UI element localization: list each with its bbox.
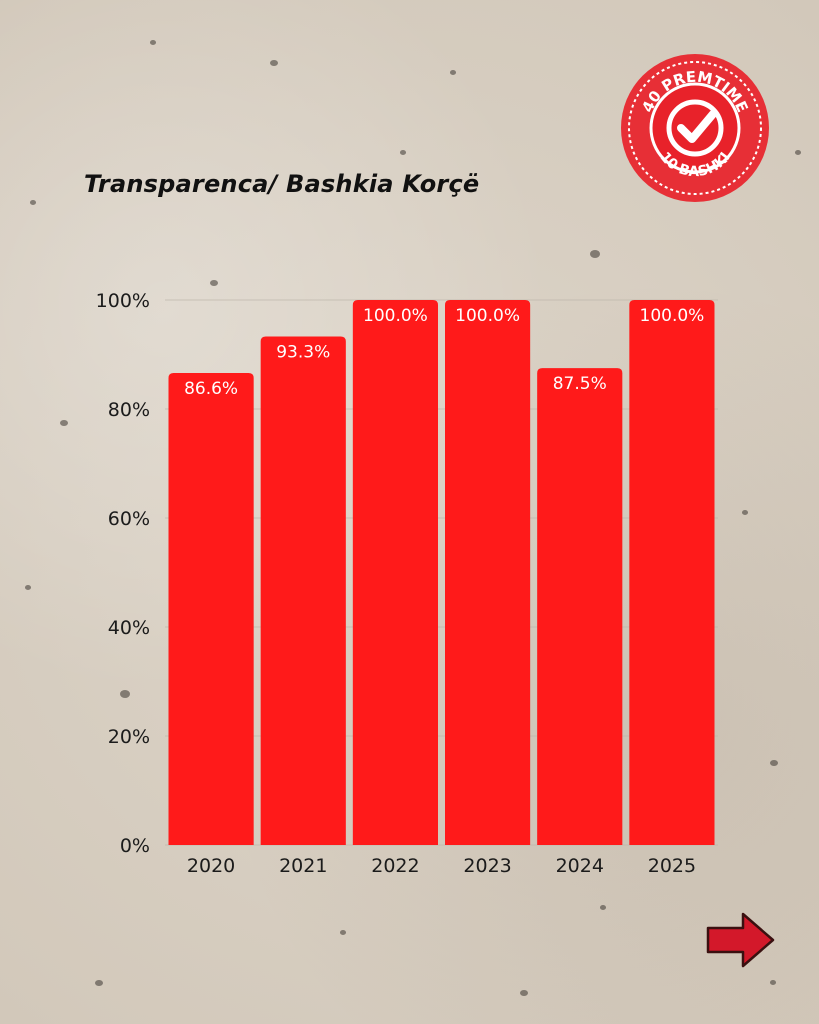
data-label: 86.6%: [184, 379, 238, 399]
data-label: 93.3%: [276, 343, 330, 363]
x-tick-label: 2023: [463, 855, 511, 877]
y-tick-label: 40%: [108, 617, 150, 639]
y-tick-label: 20%: [108, 726, 150, 748]
texture-speck: [340, 930, 346, 935]
texture-speck: [770, 980, 776, 985]
x-tick-label: 2025: [648, 855, 696, 877]
x-tick-label: 2022: [371, 855, 419, 877]
chart-title: Transparenca/ Bashkia Korçë: [84, 170, 480, 198]
texture-speck: [25, 585, 31, 590]
x-tick-label: 2020: [187, 855, 235, 877]
texture-speck: [742, 510, 748, 515]
texture-speck: [150, 40, 156, 45]
bar: [168, 373, 254, 845]
texture-speck: [600, 905, 606, 910]
checkmark-icon: [666, 99, 724, 157]
texture-speck: [210, 280, 218, 287]
y-tick-label: 60%: [108, 508, 150, 530]
data-label: 87.5%: [553, 374, 607, 394]
bar: [352, 300, 438, 845]
texture-speck: [95, 980, 103, 987]
texture-speck: [60, 420, 68, 427]
data-label: 100.0%: [363, 306, 428, 326]
y-tick-label: 100%: [96, 290, 150, 312]
texture-speck: [450, 70, 456, 75]
texture-speck: [770, 760, 778, 767]
y-tick-label: 0%: [120, 835, 150, 857]
texture-speck: [30, 200, 36, 205]
texture-speck: [520, 990, 528, 997]
texture-speck: [590, 250, 600, 258]
texture-speck: [400, 150, 406, 155]
data-label: 100.0%: [640, 306, 705, 326]
arrow-right-icon[interactable]: [705, 910, 777, 970]
y-tick-label: 80%: [108, 399, 150, 421]
data-label: 100.0%: [455, 306, 520, 326]
x-tick-label: 2024: [556, 855, 604, 877]
bar: [537, 368, 623, 845]
texture-speck: [120, 690, 130, 698]
texture-speck: [270, 60, 278, 67]
logo-badge: 40 PREMTIME 10 BASHKI: [621, 54, 769, 202]
x-tick-label: 2021: [279, 855, 327, 877]
bar: [260, 336, 346, 845]
bar: [445, 300, 531, 845]
bar: [629, 300, 715, 845]
texture-speck: [795, 150, 801, 155]
